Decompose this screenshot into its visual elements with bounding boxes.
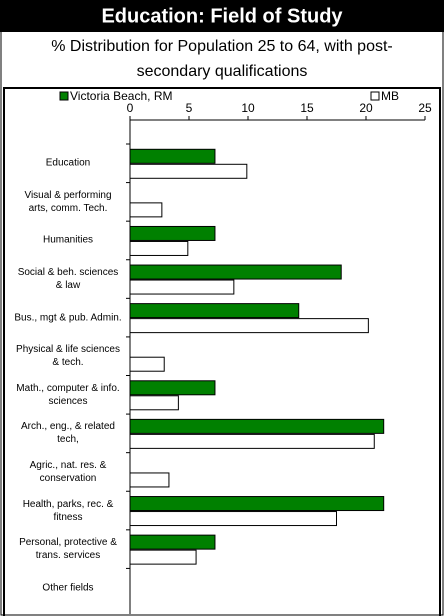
x-tick-label: 0 (127, 101, 134, 115)
plot-border (3, 87, 441, 616)
y-tick-label: Arch., eng., & related tech, (21, 421, 115, 446)
y-tick-label: Math., computer & info. sciences (16, 382, 120, 407)
title-bar (0, 0, 444, 32)
chart-title: Education: Field of Study (101, 5, 343, 27)
y-tick-label: Physical & life sciences & tech. (16, 344, 120, 369)
y-tick-label: Other fields (42, 582, 94, 594)
bar (129, 264, 342, 280)
bar (129, 380, 216, 396)
bar (129, 303, 300, 319)
legend-swatch (370, 91, 380, 101)
y-tick-label: Social & beh. sciences & law (17, 267, 119, 292)
x-tick-label: 10 (241, 101, 255, 115)
legend-label: Victoria Beach, RM (70, 89, 173, 103)
legend-swatch (59, 91, 69, 101)
bar (129, 240, 189, 256)
x-tick-label: 25 (418, 101, 432, 115)
bar (129, 356, 165, 372)
chart-subtitle: % Distribution for Population 25 to 64, … (51, 38, 393, 80)
bar (129, 395, 179, 411)
bar (129, 496, 385, 512)
legend-label: MB (381, 89, 399, 103)
bar (129, 511, 337, 527)
bar (129, 148, 216, 164)
y-tick-label: Visual & performing arts, comm. Tech. (24, 189, 112, 214)
x-tick-label: 5 (186, 101, 193, 115)
x-tick-label: 20 (359, 101, 373, 115)
x-tick-label: 15 (300, 101, 314, 115)
bar (129, 534, 216, 550)
y-tick-label: Education (45, 157, 91, 169)
y-tick-label: Agric., nat. res. & conservation (29, 459, 107, 484)
bar (129, 418, 385, 434)
bar (129, 163, 248, 179)
bar (129, 279, 235, 295)
y-tick-label: Bus., mgt & pub. Admin. (14, 312, 122, 324)
y-tick-label: Health, parks, rec. & fitness (22, 498, 114, 523)
y-tick-label: Personal, protective & trans. services (19, 537, 117, 562)
bar (129, 472, 170, 488)
bar (129, 225, 216, 241)
bar (129, 202, 163, 218)
y-tick-label: Humanities (42, 234, 94, 246)
bar (129, 318, 369, 334)
bar (129, 433, 375, 449)
bar (129, 549, 197, 565)
